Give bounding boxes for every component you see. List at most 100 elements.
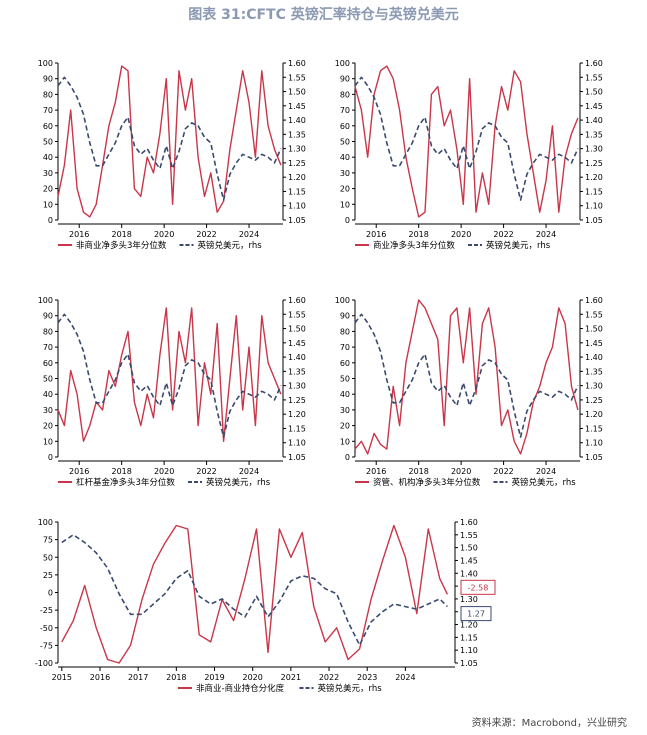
left-tick-label: -75	[40, 641, 53, 650]
legend-label-gbpusd: 英镑兑美元，rhs	[198, 240, 263, 251]
right-tick-label: 1.45	[288, 102, 306, 111]
x-tick-label: 2023	[357, 673, 377, 682]
left-tick-label: 40	[43, 390, 53, 399]
right-tick-label: 1.25	[585, 159, 603, 168]
left-tick-label: 90	[43, 75, 53, 84]
x-tick-label: 2017	[128, 673, 148, 682]
right-tick-label: 1.20	[585, 173, 603, 182]
left-tick-label: 100	[335, 59, 350, 68]
right-tick-label: 1.60	[288, 59, 306, 68]
left-tick-label: 10	[340, 200, 350, 209]
series-line-positioning	[57, 65, 282, 218]
chart-panel-3: 0 10 20 30 40 50 60 70 80 90 100 1.05 1.10 1.15 1.20 1.…	[38, 296, 306, 488]
left-tick-label: 80	[43, 90, 53, 99]
right-tick-label: 1.50	[585, 325, 603, 334]
right-tick-label: 1.20	[288, 410, 306, 419]
right-tick-label: 1.60	[460, 518, 478, 527]
right-tick-label: 1.55	[460, 531, 478, 540]
x-tick-label: 2020	[154, 230, 174, 239]
x-tick-label: 2024	[239, 230, 259, 239]
x-tick-label: 2022	[493, 230, 513, 239]
x-tick-label: 2022	[319, 673, 339, 682]
x-tick-label: 2022	[196, 467, 216, 476]
x-tick-label: 2022	[493, 467, 513, 476]
right-tick-label: 1.10	[585, 439, 603, 448]
left-tick-label: 90	[340, 75, 350, 84]
right-tick-label: 1.05	[460, 659, 478, 668]
last-value-box-left	[460, 579, 496, 595]
x-tick-label: 2018	[166, 673, 186, 682]
legend-label-positioning: 非商业-商业持仓分化度	[196, 683, 285, 694]
left-tick-label: 70	[340, 343, 350, 352]
x-tick-label: 2015	[52, 673, 72, 682]
legend-label-gbpusd: 英镑兑美元，rhs	[486, 240, 551, 251]
right-tick-label: 1.50	[288, 88, 306, 97]
left-tick-label: 80	[43, 327, 53, 336]
right-tick-label: 1.50	[288, 325, 306, 334]
left-tick-label: 10	[340, 437, 350, 446]
right-tick-label: 1.50	[460, 544, 478, 553]
left-tick-label: 20	[43, 422, 53, 431]
chart-panel-4: 0 10 20 30 40 50 60 70 80 90 100 1.05 1.10 1.15 1.20 1.…	[335, 296, 603, 488]
right-tick-label: 1.15	[585, 424, 603, 433]
x-tick-label: 2020	[451, 230, 471, 239]
x-tick-label: 2022	[196, 230, 216, 239]
left-tick-label: 70	[43, 106, 53, 115]
left-tick-label: 40	[340, 153, 350, 162]
left-tick-label: 30	[43, 169, 53, 178]
right-tick-label: 1.25	[585, 396, 603, 405]
left-tick-label: 100	[38, 296, 53, 305]
x-tick-label: 2018	[111, 230, 131, 239]
x-tick-label: 2019	[204, 673, 224, 682]
chart-panel-2: 0 10 20 30 40 50 60 70 80 90 100 1.05 1.10 1.15 1.20 1.…	[335, 59, 603, 251]
right-tick-label: 1.40	[288, 353, 306, 362]
left-tick-label: 10	[43, 437, 53, 446]
right-tick-label: 1.35	[288, 130, 306, 139]
right-tick-label: 1.05	[288, 216, 306, 225]
x-tick-label: 2024	[536, 230, 556, 239]
page-title: 图表 31:CFTC 英镑汇率持仓与英镑兑美元	[188, 7, 459, 23]
right-tick-label: 1.60	[585, 296, 603, 305]
series-line-positioning	[354, 299, 579, 455]
left-tick-label: 100	[38, 59, 53, 68]
x-tick-label: 2024	[239, 467, 259, 476]
right-tick-label: 1.40	[460, 569, 478, 578]
left-tick-label: 30	[340, 169, 350, 178]
series-line-gbpusd	[57, 76, 282, 201]
last-value-box-right	[460, 606, 492, 622]
right-tick-label: 1.35	[585, 367, 603, 376]
left-tick-label: 30	[43, 406, 53, 415]
left-tick-label: -100	[35, 659, 53, 668]
left-tick-label: 20	[340, 185, 350, 194]
left-tick-label: 40	[43, 153, 53, 162]
legend-label-gbpusd: 英镑兑美元，rhs	[512, 477, 577, 488]
last-value-label-left: -2.58	[468, 583, 489, 592]
left-tick-label: 30	[340, 406, 350, 415]
left-tick-label: 50	[43, 375, 53, 384]
right-tick-label: 1.40	[585, 116, 603, 125]
right-tick-label: 1.10	[288, 202, 306, 211]
x-tick-label: 2016	[69, 467, 89, 476]
right-tick-label: 1.25	[288, 159, 306, 168]
series-line-gbpusd	[61, 534, 448, 646]
x-tick-label: 2016	[366, 467, 386, 476]
right-tick-label: 1.45	[585, 102, 603, 111]
right-tick-label: 1.20	[460, 621, 478, 630]
legend-label-positioning: 资管、机构净多头3年分位数	[373, 477, 481, 488]
right-tick-label: 1.15	[288, 187, 306, 196]
legend-label-positioning: 商业净多头3年分位数	[373, 240, 455, 251]
left-tick-label: 60	[340, 359, 350, 368]
right-tick-label: 1.30	[288, 145, 306, 154]
right-tick-label: 1.55	[585, 310, 603, 319]
left-tick-label: 60	[43, 359, 53, 368]
x-tick-label: 2016	[366, 230, 386, 239]
chart-panel-1: 0 10 20 30 40 50 60 70 80 90 100 1.05 1.10 1.15 1.20 1.…	[38, 59, 306, 251]
right-tick-label: 1.20	[585, 410, 603, 419]
series-line-gbpusd	[57, 313, 282, 438]
right-tick-label: 1.15	[585, 187, 603, 196]
right-tick-label: 1.45	[585, 339, 603, 348]
left-tick-label: 75	[43, 536, 53, 545]
x-tick-label: 2016	[69, 230, 89, 239]
last-value-label-right: 1.27	[467, 610, 485, 619]
left-tick-label: 25	[43, 571, 53, 580]
